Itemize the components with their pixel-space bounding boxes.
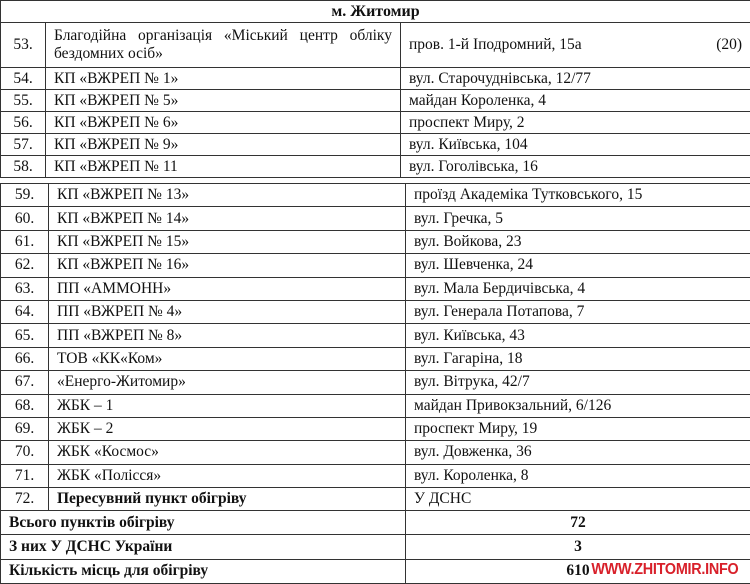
table-row: 62.КП «ВЖРЕП № 16»вул. Шевченка, 24: [1, 254, 750, 277]
organization-name: Благодійна організація «Міський центр об…: [46, 23, 401, 68]
address: проїзд Академіка Тутковського, 15: [406, 184, 750, 207]
row-number: 66.: [1, 347, 49, 370]
organization-name: ЖБК – 1: [49, 394, 406, 417]
shelter-table-part-1: м. Житомир 53. Благодійна організація «М…: [0, 0, 750, 178]
organization-name: ЖБК – 2: [49, 417, 406, 440]
table-row: 53. Благодійна організація «Міський цент…: [1, 23, 750, 68]
organization-name: КП «ВЖРЕП № 11: [46, 156, 401, 178]
address: вул. Гоголівська, 16: [401, 156, 750, 178]
table-row: 59.КП «ВЖРЕП № 13»проїзд Академіка Тутко…: [1, 184, 750, 207]
row-number: 57.: [1, 134, 46, 156]
address: пров. 1-й Іподромний, 15а: [409, 36, 582, 53]
row-number: 70.: [1, 441, 49, 464]
table-row: 60.КП «ВЖРЕП № 14»вул. Гречка, 5: [1, 207, 750, 230]
organization-name: Пересувний пункт обігріву: [49, 488, 406, 511]
organization-name: ЖБК «Космос»: [49, 441, 406, 464]
organization-name: ПП «АММОНН»: [49, 277, 406, 300]
organization-name: КП «ВЖРЕП № 1»: [46, 68, 401, 90]
table-row: 61.КП «ВЖРЕП № 15»вул. Войкова, 23: [1, 230, 750, 253]
watermark-logo: WWW.ZHITOMIR.INFO: [591, 561, 738, 579]
row-number: 68.: [1, 394, 49, 417]
city-header-row: м. Житомир: [1, 1, 750, 23]
address: майдан Короленка, 4: [401, 90, 750, 112]
row-number: 59.: [1, 184, 49, 207]
row-number: 65.: [1, 324, 49, 347]
organization-name: КП «ВЖРЕП № 9»: [46, 134, 401, 156]
table-row: 56.КП «ВЖРЕП № 6»проспект Миру, 2: [1, 112, 750, 134]
address: проспект Миру, 2: [401, 112, 750, 134]
organization-name: ЖБК «Полісся»: [49, 464, 406, 487]
table-row: 54.КП «ВЖРЕП № 1»вул. Старочуднівська, 1…: [1, 68, 750, 90]
address: вул. Войкова, 23: [406, 230, 750, 253]
row-number: 55.: [1, 90, 46, 112]
table-row: 64.ПП «ВЖРЕП № 4»вул. Генерала Потапова,…: [1, 300, 750, 323]
address: вул. Генерала Потапова, 7: [406, 300, 750, 323]
address: проспект Миру, 19: [406, 417, 750, 440]
address: вул. Старочуднівська, 12/77: [401, 68, 750, 90]
address: вул. Мала Бердичівська, 4: [406, 277, 750, 300]
organization-name: ПП «ВЖРЕП № 8»: [49, 324, 406, 347]
organization-name: КП «ВЖРЕП № 16»: [49, 254, 406, 277]
summary-value: 3: [406, 535, 750, 559]
table-row: 65.ПП «ВЖРЕП № 8»вул. Київська, 43: [1, 324, 750, 347]
address: У ДСНС: [406, 488, 750, 511]
address: вул. Шевченка, 24: [406, 254, 750, 277]
address: вул. Вітрука, 42/7: [406, 371, 750, 394]
organization-name: КП «ВЖРЕП № 6»: [46, 112, 401, 134]
row-number: 63.: [1, 277, 49, 300]
address: вул. Гречка, 5: [406, 207, 750, 230]
shelter-table-part-2: 59.КП «ВЖРЕП № 13»проїзд Академіка Тутко…: [0, 183, 750, 511]
summary-label: З них У ДСНС України: [1, 535, 406, 559]
organization-name: ТОВ «КК«Ком»: [49, 347, 406, 370]
row-number: 69.: [1, 417, 49, 440]
row-number: 62.: [1, 254, 49, 277]
organization-name: ПП «ВЖРЕП № 4»: [49, 300, 406, 323]
table-row: 70.ЖБК «Космос»вул. Довженка, 36: [1, 441, 750, 464]
organization-name: КП «ВЖРЕП № 15»: [49, 230, 406, 253]
table-row: 67.«Енерго-Житомир»вул. Вітрука, 42/7: [1, 371, 750, 394]
row-number: 71.: [1, 464, 49, 487]
table-row: 63.ПП «АММОНН»вул. Мала Бердичівська, 4: [1, 277, 750, 300]
address: вул. Київська, 43: [406, 324, 750, 347]
summary-label: Кількість місць для обігріву: [1, 559, 406, 583]
address: вул. Короленка, 8: [406, 464, 750, 487]
table-row: 57.КП «ВЖРЕП № 9»вул. Київська, 104: [1, 134, 750, 156]
organization-name: КП «ВЖРЕП № 5»: [46, 90, 401, 112]
organization-name: КП «ВЖРЕП № 14»: [49, 207, 406, 230]
address: вул. Гагаріна, 18: [406, 347, 750, 370]
row-number: 72.: [1, 488, 49, 511]
organization-name: КП «ВЖРЕП № 13»: [49, 184, 406, 207]
table-row: 55.КП «ВЖРЕП № 5»майдан Короленка, 4: [1, 90, 750, 112]
capacity: (20): [716, 36, 742, 54]
row-number: 64.: [1, 300, 49, 323]
row-number: 54.: [1, 68, 46, 90]
table-row: 66.ТОВ «КК«Ком»вул. Гагаріна, 18: [1, 347, 750, 370]
summary-value: 72: [406, 511, 750, 535]
table-row: 72. Пересувний пункт обігріву У ДСНС: [1, 488, 750, 511]
row-number: 60.: [1, 207, 49, 230]
address: вул. Довженка, 36: [406, 441, 750, 464]
row-number: 53.: [1, 23, 46, 68]
address-cell: пров. 1-й Іподромний, 15а (20): [401, 23, 750, 68]
address: вул. Київська, 104: [401, 134, 750, 156]
table-row: 71.ЖБК «Полісся»вул. Короленка, 8: [1, 464, 750, 487]
address: майдан Привокзальний, 6/126: [406, 394, 750, 417]
row-number: 61.: [1, 230, 49, 253]
row-number: 67.: [1, 371, 49, 394]
city-header: м. Житомир: [1, 1, 750, 23]
row-number: 58.: [1, 156, 46, 178]
summary-label: Всього пунктів обігріву: [1, 511, 406, 535]
row-number: 56.: [1, 112, 46, 134]
organization-name: «Енерго-Житомир»: [49, 371, 406, 394]
